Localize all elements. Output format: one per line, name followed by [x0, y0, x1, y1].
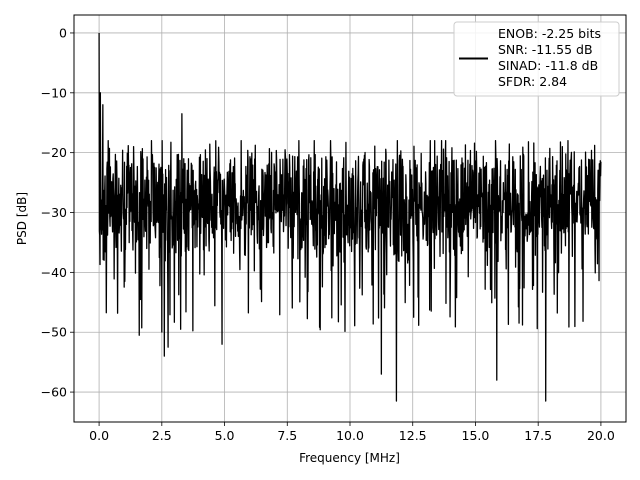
x-axis-label: Frequency [MHz]: [299, 451, 400, 465]
x-tick-label: 5.0: [215, 428, 235, 443]
x-tick-label: 7.5: [277, 428, 297, 443]
x-axis-ticks: 0.0 2.5 5.0 7.5 10.0 12.5 15.0 17.5 20.0: [89, 422, 615, 443]
y-axis-ticks: 0 −10 −20 −30 −40 −50 −60: [41, 25, 74, 400]
y-tick-label: −40: [41, 265, 67, 280]
legend: ENOB: -2.25 bits SNR: -11.55 dB SINAD: -…: [453, 21, 620, 97]
y-tick-label: −20: [41, 145, 67, 160]
legend-sinad: SINAD: -11.8 dB: [498, 58, 598, 73]
x-tick-label: 0.0: [89, 428, 109, 443]
x-tick-label: 10.0: [336, 428, 364, 443]
y-axis-label: PSD [dB]: [15, 192, 29, 245]
x-tick-label: 17.5: [524, 428, 552, 443]
legend-sfdr: SFDR: 2.84: [498, 74, 567, 89]
psd-trace-line: [98, 32, 602, 402]
legend-snr: SNR: -11.55 dB: [498, 42, 593, 57]
legend-enob: ENOB: -2.25 bits: [498, 26, 601, 41]
y-tick-label: −60: [41, 385, 67, 400]
y-tick-label: 0: [59, 25, 67, 40]
psd-series: [98, 32, 602, 402]
y-tick-label: −10: [41, 85, 67, 100]
y-tick-label: −30: [41, 205, 67, 220]
y-tick-label: −50: [41, 325, 67, 340]
x-tick-label: 2.5: [152, 428, 172, 443]
legend-box: [453, 21, 620, 97]
x-tick-label: 15.0: [462, 428, 490, 443]
x-tick-label: 20.0: [587, 428, 615, 443]
x-tick-label: 12.5: [399, 428, 427, 443]
